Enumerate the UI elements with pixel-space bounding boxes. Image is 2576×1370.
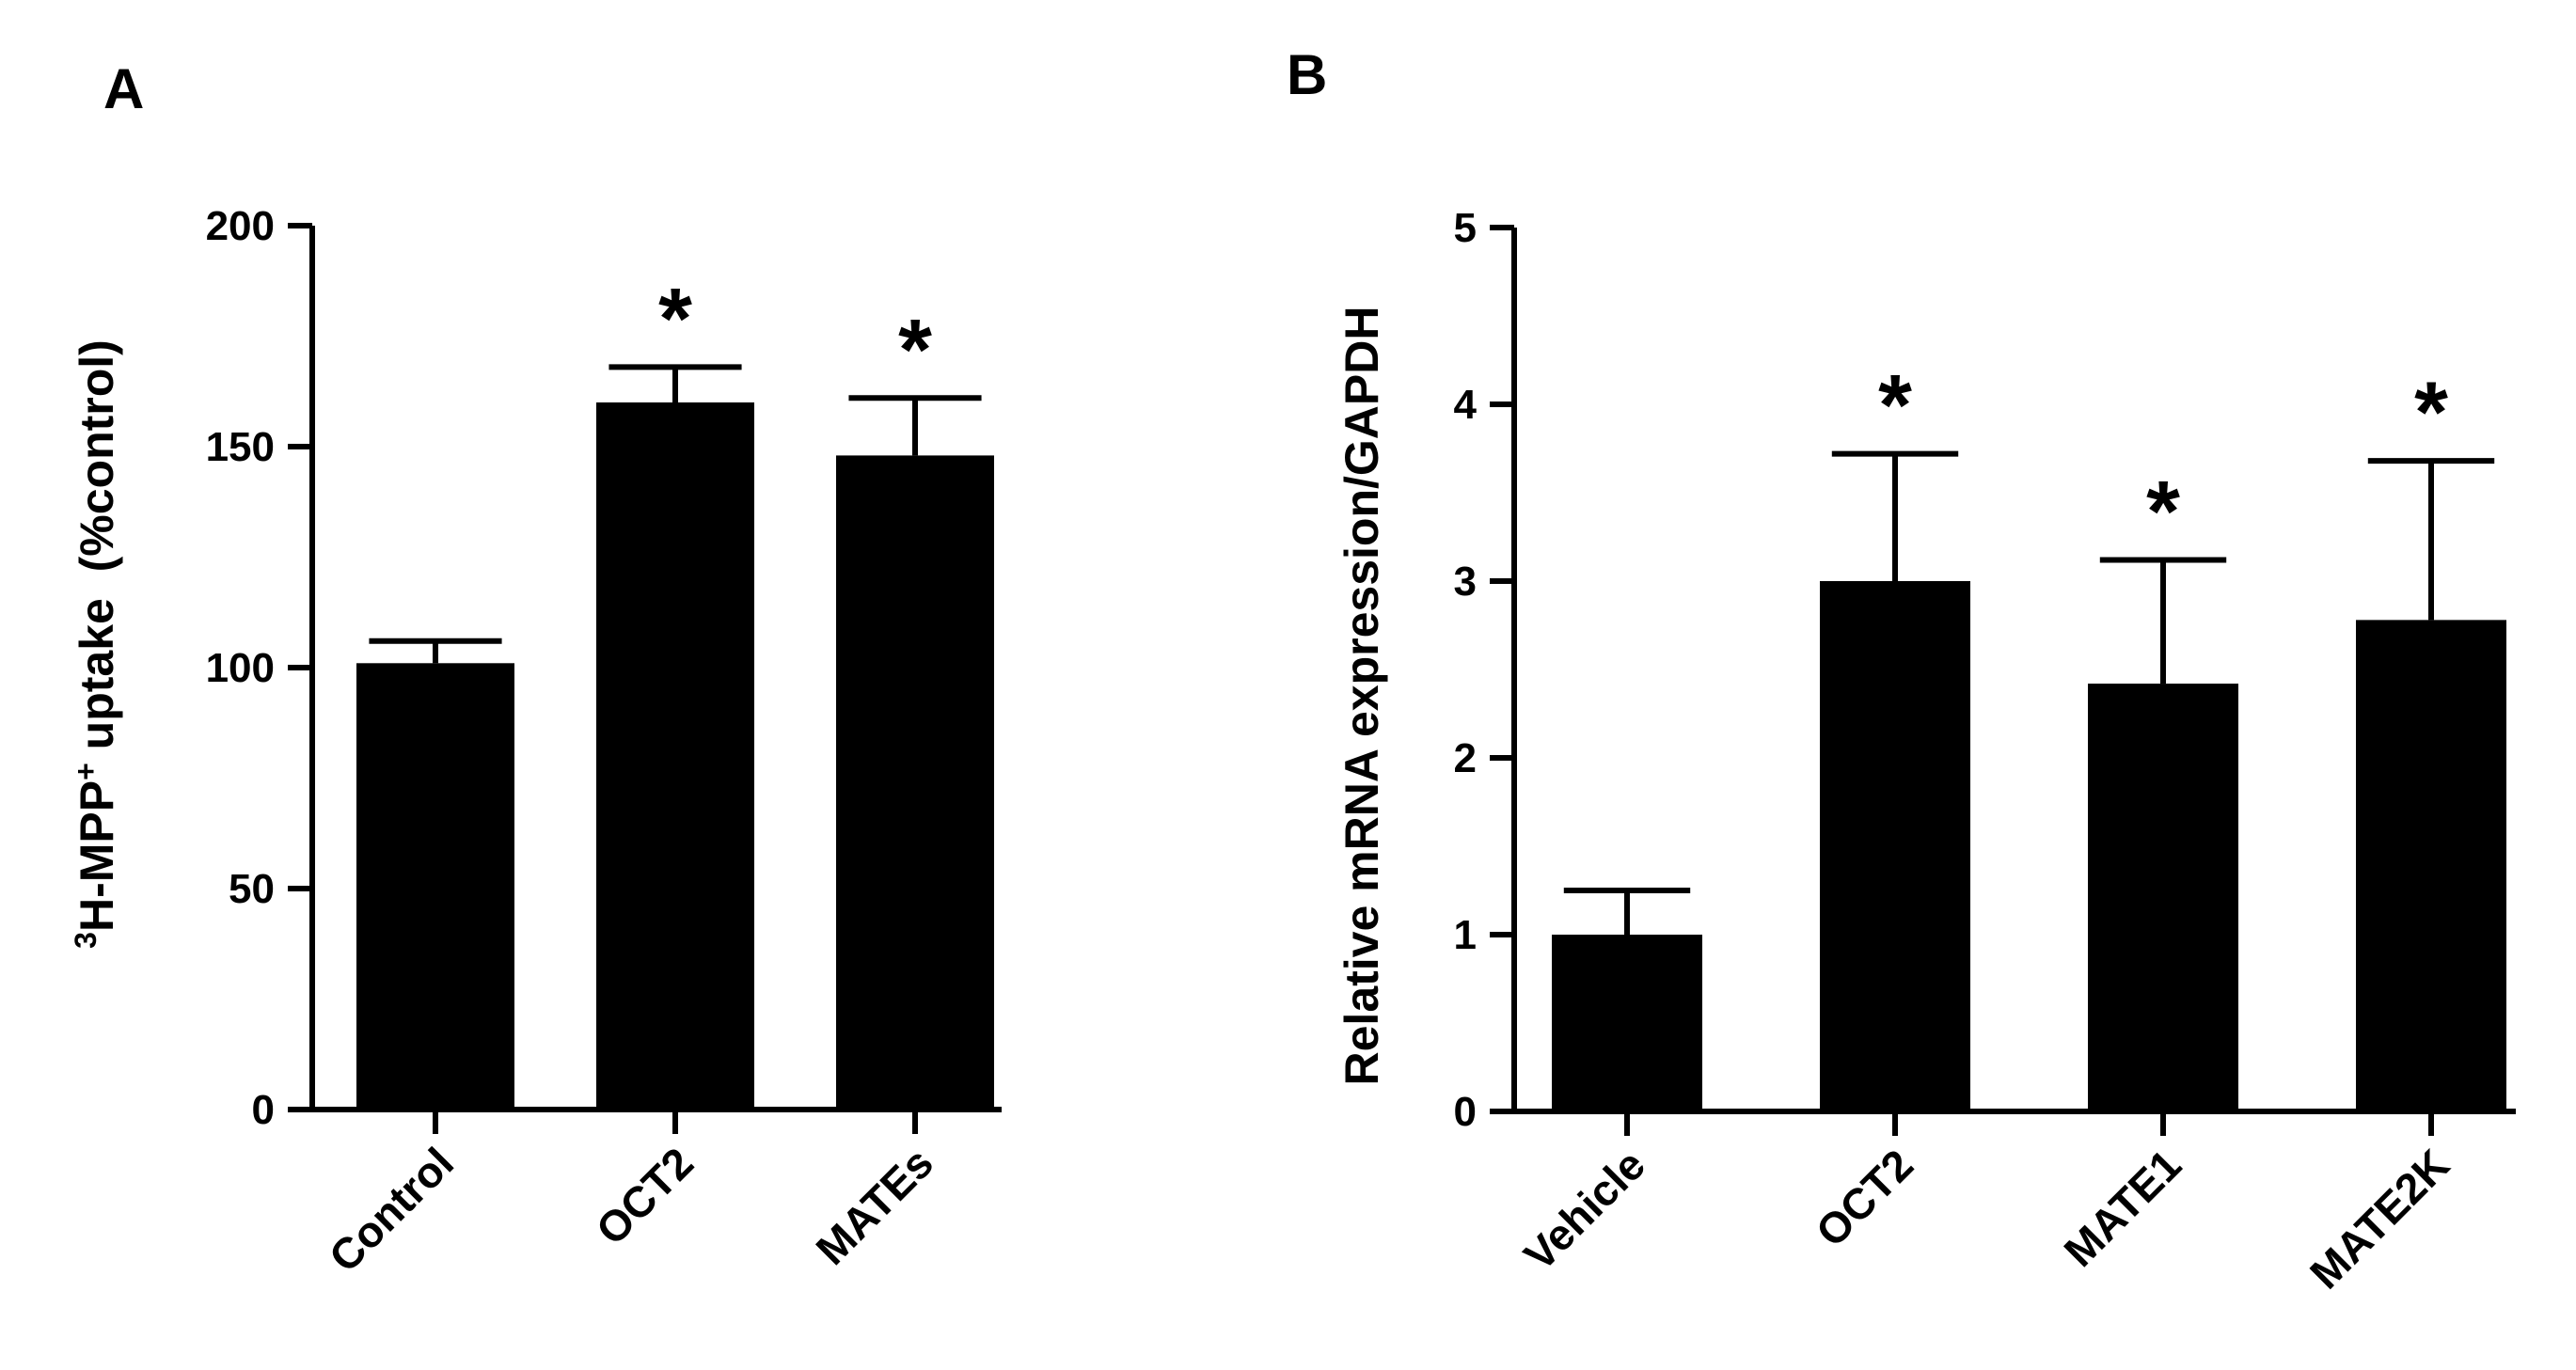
panel-b-y-tick-label: 0 — [1454, 1089, 1477, 1135]
panel-b-y-tick-label: 4 — [1454, 382, 1478, 428]
panel-a-category-label: MATEs — [806, 1138, 942, 1274]
panel-b-bar — [2088, 684, 2238, 1111]
panel-a-category-label: OCT2 — [587, 1138, 703, 1254]
panel-a-significance-marker: * — [658, 271, 692, 367]
panel-b-significance-marker: * — [2146, 464, 2180, 559]
panel-b-category-label: Vehicle — [1514, 1140, 1654, 1280]
panel-b: B Relative mRNA expression/GAPDH 0 1 2 3 4 5 V… — [1287, 43, 2516, 1298]
panel-a-letter: A — [103, 57, 144, 120]
panel-a-bar — [836, 455, 994, 1110]
panel-a-significance-marker: * — [898, 302, 932, 398]
panel-a-y-tick-label: 100 — [206, 645, 275, 691]
panel-a-ylabel-sup-1: 3 — [69, 932, 103, 949]
panel-a-bar — [356, 663, 514, 1110]
panel-a-category-label: Control — [320, 1138, 463, 1281]
panel-a-bars: * * — [356, 271, 994, 1110]
panel-b-letter: B — [1287, 43, 1327, 106]
panel-a-y-tick-label: 50 — [229, 866, 275, 912]
panel-a-ylabel-main-1: H-MPP — [71, 780, 123, 932]
panel-b-significance-marker: * — [1878, 358, 1912, 454]
panel-a-y-tick-label: 150 — [206, 424, 275, 470]
panel-b-category-label: OCT2 — [1807, 1140, 1923, 1256]
panel-a-y-tick-label: 200 — [206, 203, 275, 249]
panel-b-y-tick-label: 3 — [1454, 559, 1477, 605]
panel-b-bars: * * * — [1552, 358, 2506, 1111]
panel-b-category-label: MATE2K — [2300, 1140, 2458, 1298]
panel-b-y-axis-title: Relative mRNA expression/GAPDH — [1335, 307, 1388, 1086]
panel-a: A 3H-MPP+ uptake (%control) 0 50 100 150 200… — [69, 57, 1002, 1282]
panel-b-bar — [1552, 935, 1702, 1111]
panel-b-bar — [1820, 581, 1970, 1111]
panel-a-ylabel-main-2: uptake (%control) — [71, 339, 123, 763]
panel-b-y-tick-label: 2 — [1454, 735, 1477, 781]
panel-b-y-tick-label: 5 — [1454, 205, 1477, 251]
panel-a-ylabel-sup-2: + — [69, 763, 103, 780]
panel-a-bar — [596, 402, 754, 1110]
panel-b-category-label: MATE1 — [2054, 1140, 2190, 1276]
panel-b-y-tick-label: 1 — [1454, 912, 1477, 958]
panel-b-significance-marker: * — [2414, 365, 2448, 461]
panel-a-y-tick-label: 0 — [252, 1087, 275, 1133]
panel-a-y-axis-title: 3H-MPP+ uptake (%control) — [69, 339, 123, 949]
panel-b-bar — [2356, 620, 2506, 1111]
